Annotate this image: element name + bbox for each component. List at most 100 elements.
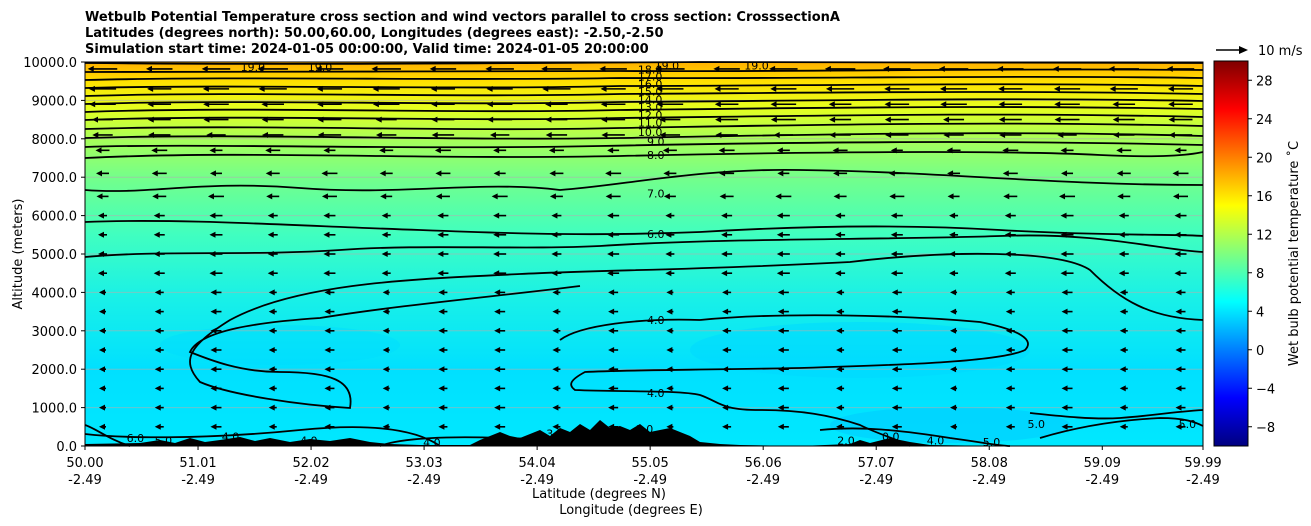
wind-vector-head: [1057, 131, 1064, 138]
x-tick-label-lat: 58.08: [971, 456, 1008, 471]
wind-vector-head: [1175, 366, 1182, 373]
wind-vector-head: [494, 423, 501, 430]
wind-vector-head: [210, 366, 217, 373]
wind-vector-head: [153, 231, 160, 238]
wind-vector-head: [549, 170, 556, 177]
wind-vector-head: [321, 193, 328, 200]
wind-vector-head: [1116, 170, 1123, 177]
x-tick-label-lon: -2.49: [294, 473, 328, 488]
quiver-key: 10 m/s: [1216, 44, 1303, 59]
wind-vector-head: [1060, 231, 1067, 238]
wind-vector-head: [835, 270, 842, 277]
wind-vector-head: [719, 193, 726, 200]
wind-vector-head: [832, 147, 839, 154]
x-tick-label-lon: -2.49: [181, 473, 215, 488]
wind-vector-head: [431, 101, 438, 108]
wind-vector-head: [380, 193, 387, 200]
contour-label: 4.0: [647, 387, 665, 400]
wind-vector-head: [1175, 404, 1182, 411]
contour-label: 3.0: [546, 427, 564, 440]
wind-vector-head: [884, 85, 891, 92]
wind-vector-head: [777, 404, 784, 411]
wind-vector-head: [267, 231, 274, 238]
wind-vector-head: [950, 289, 957, 296]
wind-vector-head: [265, 170, 272, 177]
wind-vector-head: [154, 347, 161, 353]
wind-vector-head: [608, 327, 615, 334]
wind-vector-head: [382, 308, 389, 315]
colorbar-label: Wet bulb potential temperature ˚C: [1286, 141, 1302, 366]
wind-vector-head: [209, 231, 216, 238]
colorbar-tick-label: 24: [1256, 113, 1273, 128]
x-tick-label-lon: -2.49: [68, 473, 102, 488]
wind-vector-head: [267, 212, 274, 219]
wind-vector-head: [1061, 289, 1068, 296]
wind-vector-head: [1175, 385, 1182, 392]
wind-vector-head: [608, 366, 615, 373]
wind-vector-head: [552, 347, 559, 353]
wind-vector-head: [939, 85, 946, 92]
contour-line: [84, 426, 441, 447]
wind-vector-head: [154, 308, 161, 315]
wind-vector-head: [666, 404, 673, 411]
x-tick-label-lon: -2.49: [633, 473, 667, 488]
contour-line: [84, 83, 1204, 89]
wind-vector-head: [210, 308, 217, 315]
wind-vector-head: [1119, 423, 1126, 430]
wind-vector-head: [486, 85, 493, 92]
wind-vector-head: [722, 308, 729, 315]
wind-vector-head: [1003, 193, 1010, 200]
wind-vector-head: [207, 193, 214, 200]
wind-vector-head: [999, 131, 1006, 138]
wind-vector-head: [98, 212, 104, 219]
wind-vector-head: [323, 147, 330, 154]
wind-vector-head: [947, 193, 954, 200]
wind-vector-head: [551, 251, 558, 257]
wind-vector-head: [1004, 212, 1011, 219]
wind-vector-head: [938, 65, 945, 72]
wind-vector-head: [835, 251, 842, 257]
wind-vector-head: [494, 366, 501, 373]
wind-vector-head: [1059, 193, 1066, 200]
wind-vector-head: [494, 308, 501, 315]
wind-vector-head: [722, 366, 729, 373]
wind-vector-head: [438, 289, 445, 296]
wind-vector-head: [950, 308, 957, 315]
wind-vector-head: [607, 231, 614, 238]
wind-vector-head: [890, 270, 897, 277]
wind-vector-head: [379, 147, 386, 154]
contour-label: 19.0: [241, 61, 266, 74]
wind-vector-head: [666, 327, 673, 334]
wind-vector-head: [829, 131, 836, 138]
contour-label: 4.0: [423, 436, 441, 449]
wind-vector-head: [715, 116, 722, 123]
wind-vector-head: [324, 366, 331, 373]
wind-vector-head: [1174, 270, 1181, 277]
wind-vector-head: [949, 212, 956, 219]
wind-vector-head: [438, 385, 445, 392]
wind-vector-head: [202, 85, 209, 92]
x-axis-label: Longitude (degrees E): [559, 503, 703, 518]
contour-line: [1029, 409, 1204, 420]
contour-line: [84, 91, 1204, 97]
wind-vector-head: [267, 270, 274, 277]
contour-label: 4.0: [927, 434, 945, 447]
wind-vector-head: [777, 366, 784, 373]
quiver-key-label: 10 m/s: [1258, 44, 1303, 59]
wind-vector-head: [1175, 423, 1182, 430]
wind-vector-head: [1167, 85, 1174, 92]
wind-vector-head: [776, 212, 783, 219]
contour-line: [84, 151, 1204, 159]
wind-vector-head: [487, 116, 494, 123]
wind-vector-head: [98, 270, 104, 277]
wind-vector-head: [99, 404, 105, 411]
x-tick-label-lon: -2.49: [520, 473, 554, 488]
contour-label: 0.0: [882, 431, 900, 444]
wind-vector-head: [265, 147, 272, 154]
wind-vector-head: [608, 347, 615, 353]
contour-label: 18.0: [638, 63, 663, 76]
wind-vector-head: [721, 231, 728, 238]
wind-vector-head: [493, 270, 500, 277]
wind-vector-head: [438, 404, 445, 411]
wind-vector-head: [719, 170, 726, 177]
